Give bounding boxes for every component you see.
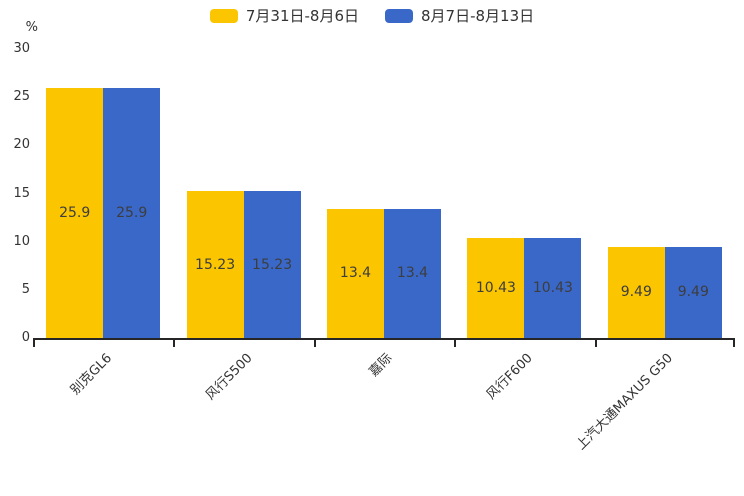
bar-别克GL6-series-1 [46,88,104,338]
bar-风行S500-series-2 [243,191,301,338]
legend-item-series-1[interactable]: 7月31日-8月6日 [209,6,359,26]
y-axis-tick-label: 25 [13,89,30,105]
bar-风行S500-series-1 [186,191,244,338]
y-axis-tick-label: 30 [13,41,30,56]
x-axis-tick-mark [173,340,176,347]
x-axis-tick-mark [594,340,597,347]
category-label-5: 上汽大通MAXUS G50 [574,350,677,454]
x-axis-tick-mark [313,340,316,347]
bar-上汽大通MAXUS G50-series-2 [664,246,722,338]
legend-swatch [209,9,238,23]
bar-风行F600-series-2 [524,237,582,338]
bar-风行F600-series-1 [467,237,525,338]
y-axis-tick-label: 5 [21,281,30,297]
legend-label: 8月7日-8月13日 [421,7,535,25]
bar-value-label: 13.4 [396,265,429,282]
bar-value-label: 15.23 [195,256,236,273]
x-axis-tick-mark [454,340,457,347]
category-label-1: 别克GL6 [67,350,115,398]
y-axis-tick-label: 0 [21,330,30,345]
bar-value-label: 25.9 [116,205,148,222]
legend-label: 7月31日-8月6日 [245,7,359,25]
bar-value-label: 13.4 [339,265,372,282]
bar-value-label: 10.43 [532,279,573,296]
bar-value-label: 25.9 [59,205,91,222]
legend-item-series-2[interactable]: 8月7日-8月13日 [385,6,534,26]
plot-area [33,49,735,347]
bar-value-label: 15.23 [252,256,293,273]
x-axis-tick-mark [733,340,735,347]
legend: 7月31日-8月6日 8月7日-8月13日 [0,6,744,26]
y-axis-tick-label: 10 [13,233,30,249]
bar-上汽大通MAXUS G50-series-1 [607,246,665,338]
bar-value-label: 10.43 [475,279,516,296]
bar-value-label: 9.49 [677,284,709,301]
bar-value-label: 9.49 [620,284,652,301]
x-axis-tick-mark [33,340,35,347]
bar-嘉际-series-1 [327,208,384,338]
y-axis-tick-label: 20 [13,137,30,153]
legend-swatch [385,9,413,23]
category-label-2: 风行S500 [202,350,256,404]
bar-嘉际-series-2 [384,208,441,338]
category-label-3: 嘉际 [366,350,396,380]
category-label-4: 风行F600 [484,350,536,403]
y-axis-tick-label: 15 [13,185,30,201]
y-axis-unit-label: % [25,20,38,35]
bar-别克GL6-series-2 [103,88,161,338]
